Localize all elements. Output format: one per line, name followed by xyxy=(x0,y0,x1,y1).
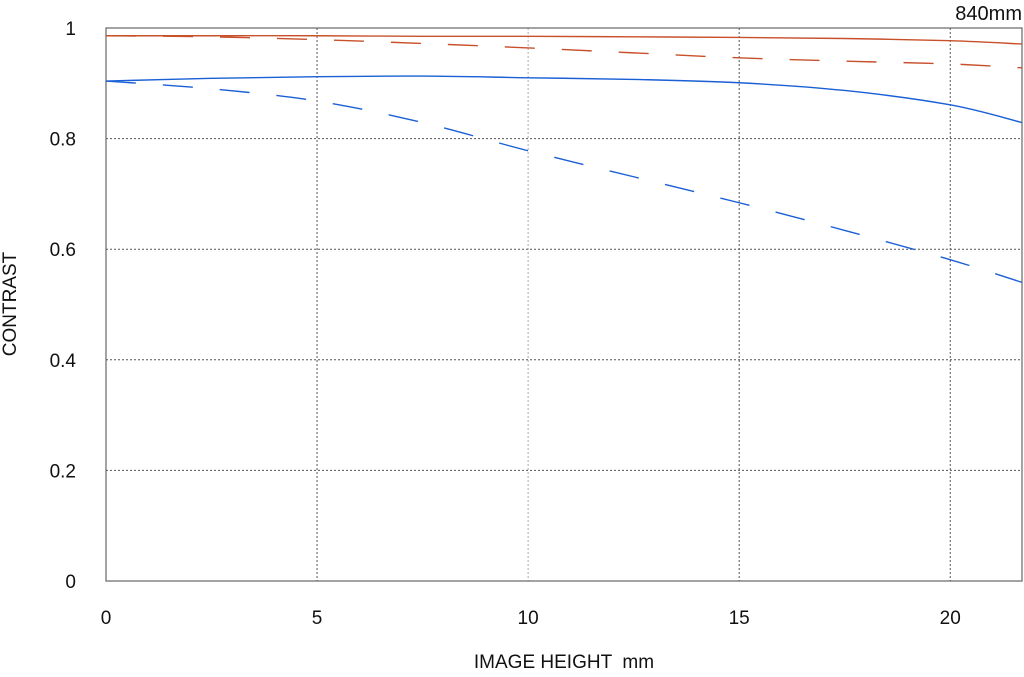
y-tick-label: 0.4 xyxy=(50,351,77,372)
tick-labels: 0 5 10 15 20 0 0.2 0.4 0.6 0.8 1 xyxy=(50,19,961,629)
y-tick-label: 0.2 xyxy=(50,461,76,482)
y-tick-label: 0.6 xyxy=(50,240,76,261)
x-axis-label: IMAGE HEIGHT mm xyxy=(474,652,654,672)
x-tick-label: 0 xyxy=(101,608,112,629)
y-tick-label: 0 xyxy=(65,572,76,593)
y-tick-label: 0.8 xyxy=(50,130,76,151)
series-line-red-solid xyxy=(106,35,1023,45)
y-tick-label: 1 xyxy=(65,19,76,40)
series-line-blue-solid xyxy=(105,75,1023,124)
series-line-blue-dashed xyxy=(105,80,1023,284)
x-tick-label: 10 xyxy=(518,608,539,629)
grid xyxy=(106,28,1022,581)
series-line-red-dashed xyxy=(105,35,1023,69)
x-tick-label: 15 xyxy=(729,608,750,629)
x-tick-label: 20 xyxy=(940,608,961,629)
plot-frame xyxy=(105,27,1023,582)
x-tick-label: 5 xyxy=(312,608,323,629)
series-group xyxy=(105,35,1023,284)
y-axis-label: CONTRAST xyxy=(0,251,21,356)
chart-title: 840mm xyxy=(955,3,1022,25)
